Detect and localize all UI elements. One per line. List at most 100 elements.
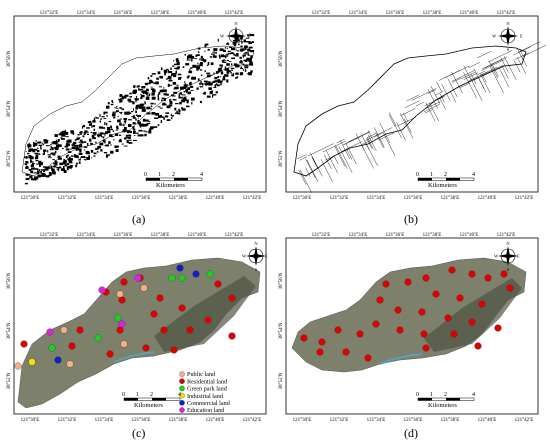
building-block	[178, 77, 181, 80]
building-block	[121, 143, 124, 145]
latitude-label: 38°54′N	[279, 100, 284, 117]
road-segment	[382, 131, 396, 157]
building-block	[150, 126, 154, 130]
building-block	[240, 49, 244, 52]
building-block	[41, 174, 44, 176]
building-block	[184, 99, 189, 101]
building-block	[129, 130, 132, 134]
building-block	[143, 123, 147, 127]
building-block	[71, 156, 74, 157]
building-block	[197, 62, 199, 65]
building-block	[213, 72, 215, 75]
building-block	[106, 115, 108, 117]
building-block	[164, 89, 167, 93]
building-block	[74, 139, 77, 141]
building-block	[56, 144, 60, 148]
sample-point	[318, 338, 326, 346]
building-block	[53, 162, 55, 164]
building-block	[240, 68, 244, 69]
building-block	[212, 80, 216, 83]
building-block	[144, 101, 146, 105]
scale-tick: 0	[416, 172, 419, 178]
building-block	[186, 83, 188, 87]
building-block	[204, 50, 206, 52]
sample-point	[468, 270, 476, 278]
sample-point	[422, 344, 430, 352]
scale-tick: 0	[416, 392, 419, 398]
building-block	[215, 91, 218, 94]
compass-n: N	[254, 241, 258, 246]
road-segment	[388, 114, 396, 127]
building-block	[185, 89, 188, 92]
building-block	[112, 101, 114, 103]
building-block	[199, 100, 202, 104]
building-block	[111, 100, 113, 103]
building-block	[100, 149, 103, 152]
building-block	[48, 172, 52, 175]
building-block	[188, 54, 192, 58]
longitude-label: 121°36′E	[404, 418, 423, 423]
building-block	[66, 163, 70, 166]
building-block	[227, 50, 231, 53]
building-block	[141, 108, 146, 112]
road-segment	[450, 91, 457, 103]
compass-n: N	[506, 21, 510, 26]
scale-tick: 1	[136, 392, 139, 398]
road-segment	[397, 116, 417, 127]
building-block	[30, 158, 32, 161]
building-block	[75, 164, 78, 168]
building-block	[31, 175, 33, 178]
building-block	[49, 148, 51, 151]
building-block	[187, 76, 190, 79]
building-block	[216, 84, 220, 87]
building-block	[136, 114, 141, 117]
building-block	[245, 68, 246, 72]
building-block	[176, 62, 180, 66]
road-segment	[367, 136, 374, 150]
building-block	[195, 54, 198, 57]
sample-point	[444, 314, 452, 322]
building-block	[97, 145, 102, 149]
building-block	[138, 129, 143, 132]
road-segment	[452, 77, 462, 83]
building-block	[133, 128, 136, 131]
building-block	[112, 111, 115, 115]
building-block	[199, 69, 203, 71]
building-block	[128, 100, 131, 103]
land-use-point	[106, 350, 114, 358]
building-block	[141, 130, 146, 132]
building-block	[104, 140, 106, 144]
building-block	[79, 139, 83, 141]
building-block	[226, 59, 229, 61]
building-block	[30, 164, 34, 167]
longitude-label: 121°40′E	[206, 418, 225, 423]
compass-w: W	[220, 34, 225, 39]
building-block	[115, 129, 118, 131]
building-block	[43, 151, 45, 154]
building-block	[244, 41, 248, 43]
caption-c: (c)	[132, 426, 146, 440]
road-segment	[426, 101, 441, 109]
building-block	[124, 111, 127, 115]
latitude-label: 38°56′N	[7, 50, 12, 67]
building-block	[135, 98, 139, 101]
building-block	[151, 73, 156, 75]
building-block	[156, 78, 159, 80]
building-block	[37, 168, 39, 171]
building-block	[166, 105, 171, 109]
building-block	[146, 95, 149, 97]
building-block	[182, 66, 185, 68]
building-block	[190, 56, 195, 59]
compass-e: E	[265, 254, 268, 259]
road-segment	[451, 70, 475, 82]
building-block	[172, 82, 177, 85]
building-block	[138, 106, 143, 109]
building-block	[126, 139, 129, 144]
land-use-point	[118, 296, 126, 304]
building-block	[166, 119, 171, 121]
building-block	[247, 54, 250, 56]
scale-tick: 2	[150, 392, 153, 398]
compass-s: S	[235, 47, 238, 52]
building-block	[209, 56, 213, 58]
building-block	[93, 152, 97, 155]
